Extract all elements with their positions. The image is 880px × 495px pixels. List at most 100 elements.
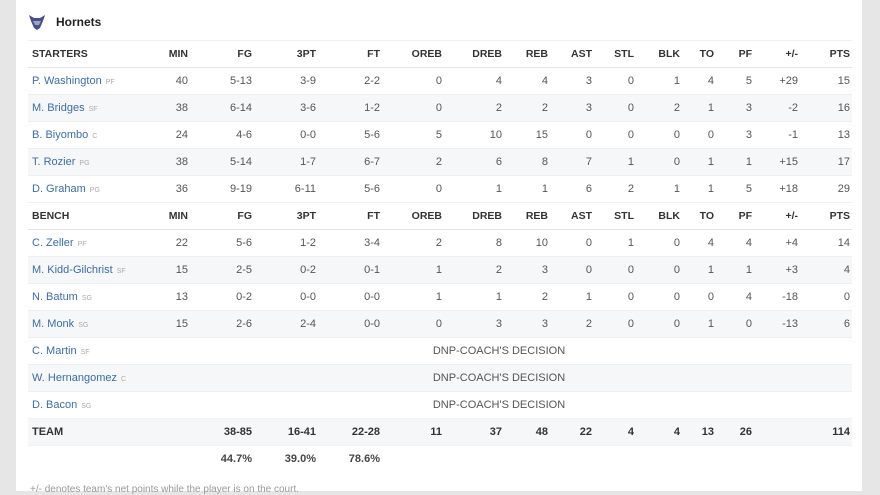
team-header: Hornets	[28, 12, 101, 32]
stat-cell: 1	[444, 283, 504, 311]
starters-header-row: STARTERS MIN FG 3PT FT OREB DREB REB AST STL BLK TO…	[28, 40, 852, 68]
stat-cell: 1	[682, 310, 716, 338]
stat-cell: 0	[636, 148, 682, 176]
stat-cell: 0-0	[254, 283, 318, 311]
stat-cell: 22	[148, 229, 190, 257]
stat-cell: 1	[716, 256, 754, 284]
stat-cell: 3	[716, 94, 754, 122]
total-cell: 26	[716, 418, 754, 446]
player-position: SG	[81, 295, 92, 302]
stat-cell: 3-6	[254, 94, 318, 122]
column-header: DREB	[444, 40, 504, 68]
player-link[interactable]: N. Batum	[32, 291, 78, 303]
stat-cell: 0	[382, 94, 444, 122]
stat-cell: 14	[800, 229, 852, 257]
section-label: BENCH	[28, 202, 148, 230]
team-name: Hornets	[56, 15, 102, 29]
stat-cell: 38	[148, 94, 190, 122]
stat-cell: 16	[800, 94, 852, 122]
hornet-logo-icon	[29, 15, 45, 30]
stat-cell: 2	[636, 94, 682, 122]
stat-cell: 1-7	[254, 148, 318, 176]
stat-cell: 0-0	[318, 310, 382, 338]
player-position: SG	[81, 403, 92, 410]
stat-cell: 24	[148, 121, 190, 149]
percentages-row: 44.7% 39.0% 78.6%	[28, 446, 852, 473]
player-link[interactable]: P. Washington	[32, 75, 102, 87]
column-header: +/-	[754, 202, 800, 230]
total-cell	[754, 418, 800, 446]
total-cell: 4	[594, 418, 636, 446]
stat-cell: 38	[148, 148, 190, 176]
player-link[interactable]: D. Bacon	[32, 399, 78, 411]
dnp-status: DNP-COACH'S DECISION	[148, 337, 852, 365]
stat-cell: 2-5	[190, 256, 254, 284]
stat-cell: 5	[716, 175, 754, 203]
column-header: PF	[716, 202, 754, 230]
player-link[interactable]: W. Hernangomez	[32, 372, 117, 384]
player-link[interactable]: B. Biyombo	[32, 129, 89, 141]
stat-cell: 0	[636, 256, 682, 284]
player-link[interactable]: C. Martin	[32, 345, 77, 357]
player-cell: D. Bacon SG	[28, 391, 148, 419]
stat-cell: 0	[550, 121, 594, 149]
player-link[interactable]: D. Graham	[32, 183, 86, 195]
player-link[interactable]: C. Zeller	[32, 237, 74, 249]
stat-cell: 3	[504, 256, 550, 284]
stat-cell: 0-0	[254, 121, 318, 149]
stat-cell: 6	[800, 310, 852, 338]
stat-cell: 0	[594, 310, 636, 338]
total-cell: 16-41	[254, 418, 318, 446]
total-cell	[148, 418, 190, 446]
boxscore-table: STARTERS MIN FG 3PT FT OREB DREB REB AST STL BLK TO…	[28, 40, 852, 472]
player-cell: M. Bridges SF	[28, 94, 148, 122]
boxscore-card: Hornets STARTERS MIN FG 3PT FT OREB DREB REB AST…	[16, 0, 862, 495]
stat-cell: 4-6	[190, 121, 254, 149]
stat-cell: 9-19	[190, 175, 254, 203]
player-cell: B. Biyombo C	[28, 121, 148, 149]
stat-cell: 0	[382, 310, 444, 338]
stat-cell: 15	[504, 121, 550, 149]
stat-cell: 1	[716, 148, 754, 176]
stat-cell: 1	[382, 256, 444, 284]
player-row: M. Monk SG 15 2-6 2-4 0-0 0 3 3 2 0 0 1 0 -13 6	[28, 310, 852, 338]
stat-cell: 3	[716, 121, 754, 149]
stat-cell: 0	[594, 256, 636, 284]
column-header: REB	[504, 202, 550, 230]
stat-cell: 1	[682, 256, 716, 284]
player-link[interactable]: T. Rozier	[32, 156, 76, 168]
total-cell: 11	[382, 418, 444, 446]
player-link[interactable]: M. Kidd-Gilchrist	[32, 264, 113, 276]
column-header: PF	[716, 40, 754, 68]
percent-cell	[444, 446, 504, 473]
stat-cell: 6-7	[318, 148, 382, 176]
column-header: STL	[594, 40, 636, 68]
bench-header-row: BENCH MIN FG 3PT FT OREB DREB REB AST STL BLK TO PF +…	[28, 202, 852, 230]
player-link[interactable]: M. Bridges	[32, 102, 85, 114]
total-cell: 114	[800, 418, 852, 446]
player-link[interactable]: M. Monk	[32, 318, 75, 330]
column-header: 3PT	[254, 40, 318, 68]
stat-cell: 0	[682, 121, 716, 149]
stat-cell: 1	[636, 67, 682, 95]
stat-cell: 5-6	[318, 175, 382, 203]
player-position: PF	[77, 241, 87, 248]
stat-cell: -2	[754, 94, 800, 122]
player-row: M. Kidd-Gilchrist SF 15 2-5 0-2 0-1 1 2 3 0 0 0 1 1 +3…	[28, 256, 852, 284]
player-row: C. Zeller PF 22 5-6 1-2 3-4 2 8 10 0 1 0 4 4 +4 14	[28, 229, 852, 257]
stat-cell: 0	[716, 310, 754, 338]
column-header: PTS	[800, 202, 852, 230]
total-cell: 4	[636, 418, 682, 446]
percent-cell: 39.0%	[284, 453, 316, 465]
stat-cell: 1	[594, 148, 636, 176]
stat-cell: 4	[682, 67, 716, 95]
percent-cell	[148, 446, 190, 473]
player-row: W. Hernangomez C DNP-COACH'S DECISION	[28, 364, 852, 392]
stat-cell: 1	[636, 175, 682, 203]
player-cell: M. Monk SG	[28, 310, 148, 338]
stat-cell: 0-2	[254, 256, 318, 284]
player-cell: D. Graham PG	[28, 175, 148, 203]
stat-cell: 0	[594, 67, 636, 95]
percent-cell: 78.6%	[348, 453, 380, 465]
column-header: FG	[190, 40, 254, 68]
